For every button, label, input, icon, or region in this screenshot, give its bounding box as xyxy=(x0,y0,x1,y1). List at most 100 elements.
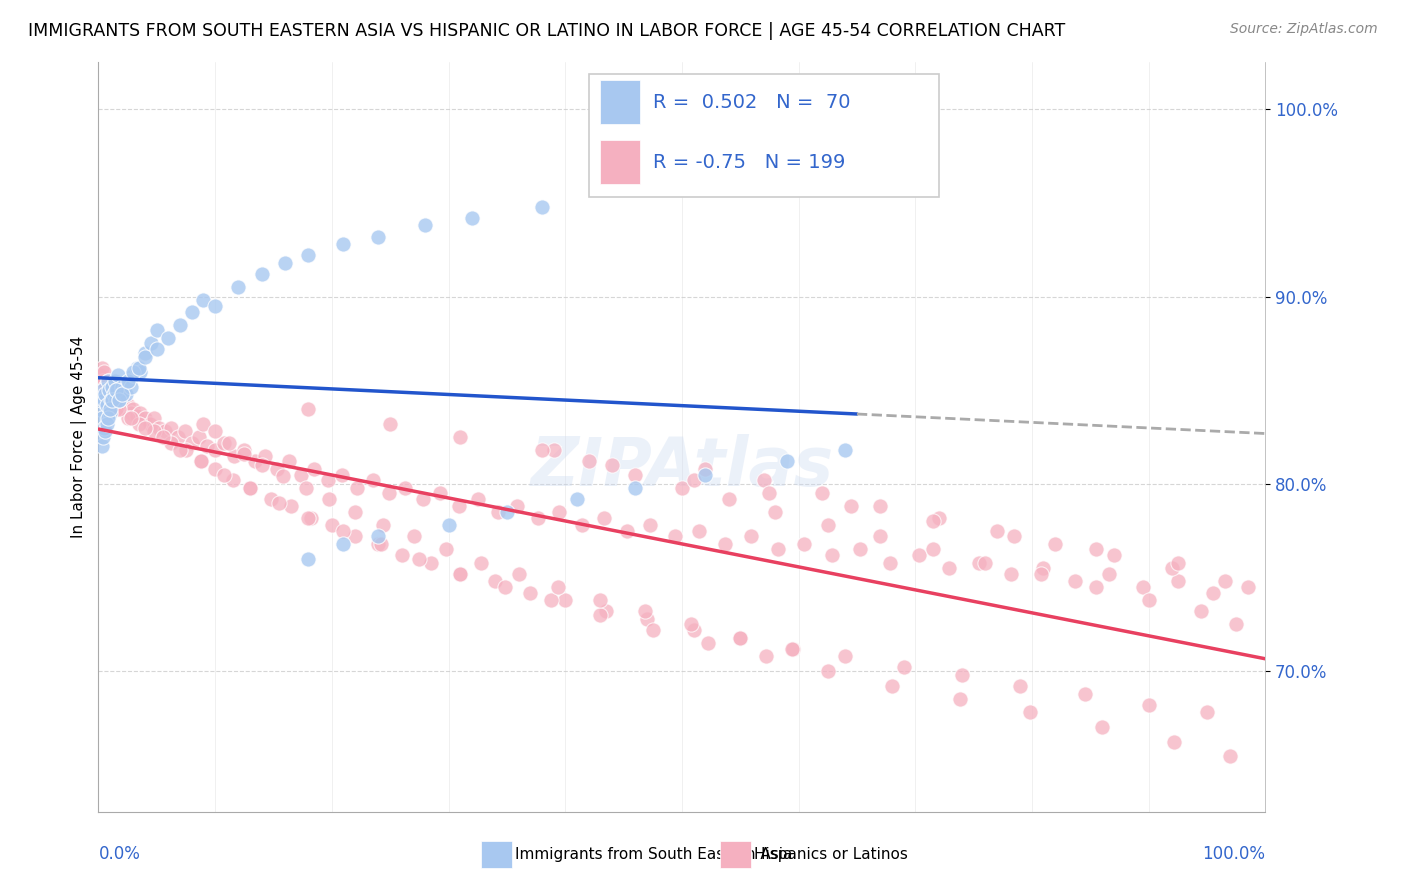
Point xyxy=(139,336,162,351)
Point xyxy=(554,593,576,607)
Point xyxy=(111,392,134,407)
Point xyxy=(143,425,166,439)
Point xyxy=(104,374,127,388)
Point xyxy=(97,383,120,397)
Point xyxy=(297,401,319,416)
Point xyxy=(1091,720,1114,734)
Point xyxy=(243,454,266,468)
Point xyxy=(1004,529,1026,543)
Point xyxy=(589,593,612,607)
Point xyxy=(869,500,891,514)
Point xyxy=(682,473,704,487)
Point xyxy=(90,374,112,388)
Point xyxy=(190,454,212,468)
Point xyxy=(134,345,156,359)
Point xyxy=(105,392,128,407)
Point xyxy=(143,411,166,425)
Point xyxy=(166,430,188,444)
Point xyxy=(540,593,562,607)
Point xyxy=(148,420,170,434)
Point xyxy=(633,604,655,618)
Point xyxy=(89,368,111,383)
Point xyxy=(373,518,395,533)
Point xyxy=(821,548,844,562)
Point xyxy=(449,566,471,581)
Point xyxy=(90,360,112,375)
Point xyxy=(969,556,991,570)
Point xyxy=(180,435,202,450)
Point xyxy=(1010,679,1032,693)
Point xyxy=(565,491,588,506)
Point xyxy=(547,580,569,594)
Point xyxy=(104,387,127,401)
Point xyxy=(90,411,112,425)
Point xyxy=(297,510,319,524)
Point xyxy=(879,556,901,570)
Point xyxy=(159,435,181,450)
Point xyxy=(793,537,815,551)
Point xyxy=(233,443,256,458)
Point xyxy=(449,566,471,581)
Point xyxy=(1202,585,1225,599)
Point xyxy=(1073,687,1095,701)
Point xyxy=(111,387,134,401)
Point xyxy=(394,481,416,495)
Point xyxy=(157,331,180,345)
Point xyxy=(233,447,256,461)
Point xyxy=(122,368,145,383)
Point xyxy=(117,398,139,412)
Point xyxy=(616,524,638,538)
Text: 100.0%: 100.0% xyxy=(1202,846,1265,863)
Point xyxy=(128,360,150,375)
Point xyxy=(108,392,131,407)
Point xyxy=(408,551,430,566)
Point xyxy=(93,420,115,434)
Point xyxy=(104,383,127,397)
Point xyxy=(280,500,302,514)
Point xyxy=(907,548,929,562)
Point xyxy=(115,387,138,401)
Point xyxy=(139,417,162,431)
Point xyxy=(91,383,114,397)
Point xyxy=(98,379,121,393)
Point xyxy=(97,411,120,425)
Point xyxy=(938,561,960,575)
Point xyxy=(880,679,903,693)
Point xyxy=(218,435,240,450)
Point xyxy=(250,458,273,472)
Text: 0.0%: 0.0% xyxy=(98,846,141,863)
Point xyxy=(696,636,718,650)
Point xyxy=(214,467,236,482)
Point xyxy=(449,430,471,444)
Point xyxy=(332,237,354,252)
Point xyxy=(519,585,541,599)
Point xyxy=(108,401,131,416)
Point xyxy=(239,481,262,495)
Point xyxy=(811,486,834,500)
Y-axis label: In Labor Force | Age 45-54: In Labor Force | Age 45-54 xyxy=(72,336,87,538)
Point xyxy=(295,481,318,495)
Point xyxy=(344,505,367,519)
Point xyxy=(91,374,114,388)
Point xyxy=(688,524,710,538)
Point xyxy=(193,417,215,431)
Point xyxy=(527,510,550,524)
Point xyxy=(755,649,778,664)
Point xyxy=(112,383,135,397)
Text: Hispanics or Latinos: Hispanics or Latinos xyxy=(754,847,908,862)
Point xyxy=(96,417,118,431)
Point xyxy=(530,200,553,214)
Point xyxy=(134,350,156,364)
Point xyxy=(254,449,277,463)
Point xyxy=(367,529,389,543)
Point xyxy=(117,374,139,388)
Point xyxy=(90,392,112,407)
Point xyxy=(1195,706,1218,720)
Point xyxy=(228,280,250,294)
Point xyxy=(120,379,142,393)
Point xyxy=(169,318,191,332)
Point xyxy=(1189,604,1212,618)
Point xyxy=(299,510,322,524)
Point xyxy=(766,542,789,557)
Point xyxy=(949,692,972,706)
